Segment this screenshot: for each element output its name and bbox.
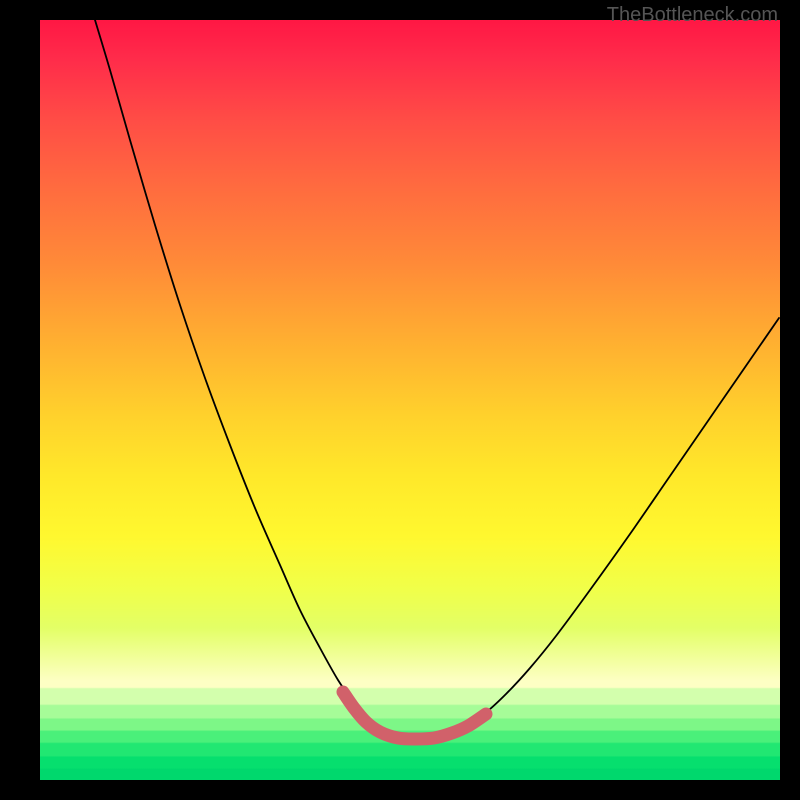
chart-frame: TheBottleneck.com [0,0,800,800]
bottleneck-curve [95,20,779,736]
watermark-text: TheBottleneck.com [607,4,778,27]
curve-layer [40,20,780,780]
curve-bottom-highlight [343,692,486,739]
plot-area [40,20,780,780]
